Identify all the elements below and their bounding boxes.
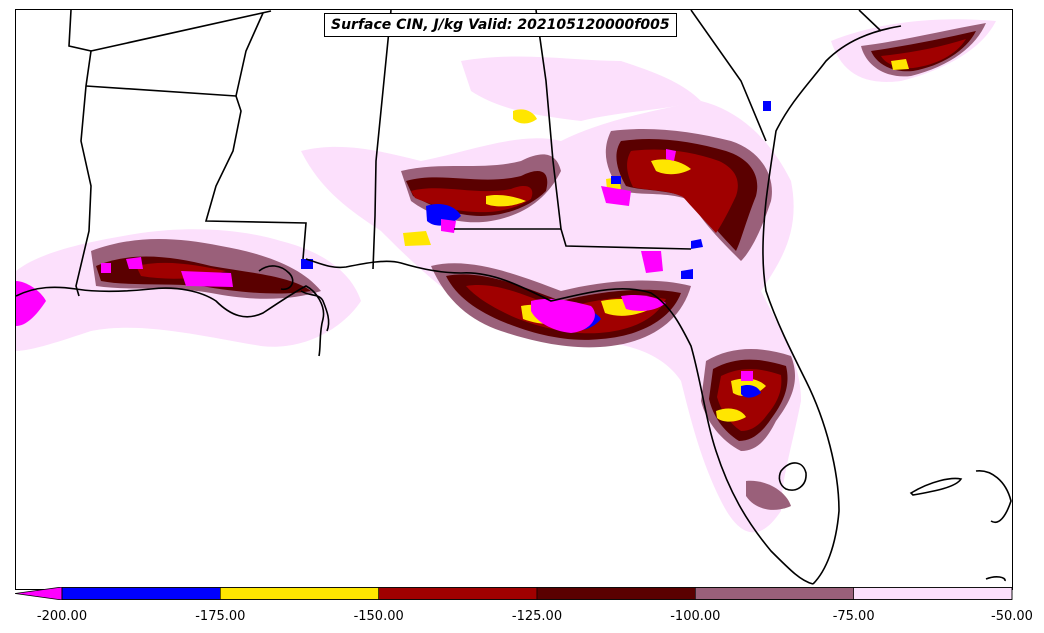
cin-band-magenta — [16, 149, 753, 381]
colorbar-extend-low — [15, 587, 63, 600]
colorbar-tick-label: -100.00 — [670, 609, 721, 624]
colorbar-tick-label: -50.00 — [991, 609, 1033, 624]
colorbar-segment — [695, 587, 854, 600]
colorbar-tick-label: -175.00 — [195, 609, 246, 624]
map-panel — [15, 9, 1013, 590]
colorbar-segment — [378, 587, 538, 600]
colorbar-segment — [853, 587, 1013, 600]
colorbar-segment — [220, 587, 379, 600]
cin-shading — [16, 19, 996, 533]
colorbar — [15, 587, 1013, 600]
map-title: Surface CIN, J/kg Valid: 202105120000f00… — [324, 13, 677, 37]
colorbar-segments — [61, 587, 1013, 600]
colorbar-tick-label: -150.00 — [353, 609, 404, 624]
boundaries — [16, 10, 1012, 585]
cin-map — [16, 10, 1012, 585]
colorbar-segment — [61, 587, 221, 600]
colorbar-segment — [536, 587, 696, 600]
colorbar-tick-label: -75.00 — [832, 609, 875, 624]
colorbar-tick-label: -125.00 — [511, 609, 563, 624]
colorbar-tick-label: -200.00 — [36, 609, 88, 624]
